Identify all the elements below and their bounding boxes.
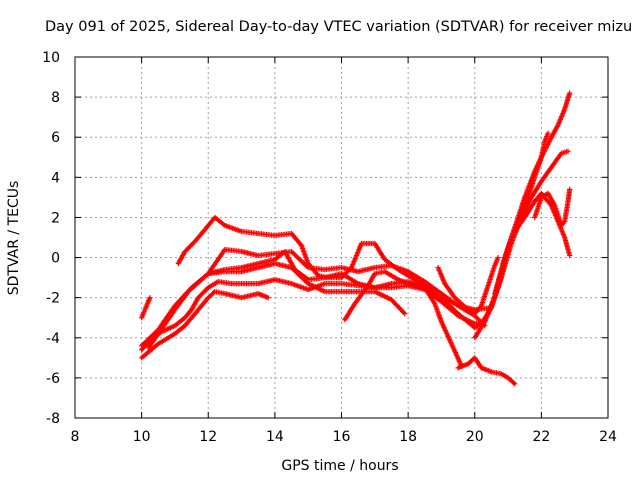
x-tick-label: 18 bbox=[399, 429, 417, 445]
y-tick-label: -6 bbox=[46, 371, 60, 387]
y-tick-label: 4 bbox=[51, 170, 60, 186]
x-tick-label: 10 bbox=[133, 429, 151, 445]
series-track-i bbox=[435, 254, 501, 317]
y-tick-label: -4 bbox=[46, 331, 60, 347]
y-tick-label: 6 bbox=[51, 130, 60, 146]
data-point bbox=[402, 311, 408, 317]
series-track-e bbox=[145, 260, 408, 351]
y-tick-label: 2 bbox=[51, 210, 60, 226]
y-tick-label: -8 bbox=[46, 411, 60, 427]
x-tick-label: 22 bbox=[532, 429, 550, 445]
y-axis-label: SDTVAR / TECUs bbox=[6, 181, 22, 296]
x-tick-label: 16 bbox=[333, 429, 351, 445]
data-point bbox=[495, 254, 501, 261]
series-track-a bbox=[139, 295, 153, 321]
y-tick-label: 10 bbox=[42, 50, 60, 66]
data-point bbox=[211, 290, 217, 296]
data-points bbox=[139, 90, 573, 387]
data-point bbox=[147, 295, 153, 301]
y-tick-label: 8 bbox=[51, 90, 60, 106]
series-track-c bbox=[139, 289, 271, 361]
x-tick-label: 8 bbox=[71, 429, 80, 445]
chart-title: Day 091 of 2025, Sidereal Day-to-day VTE… bbox=[45, 19, 632, 35]
series-track-h bbox=[342, 268, 488, 331]
y-tick-label: -2 bbox=[46, 291, 60, 307]
data-point bbox=[565, 148, 571, 154]
data-point bbox=[545, 130, 551, 136]
grid-lines bbox=[75, 57, 608, 418]
data-point bbox=[567, 252, 573, 259]
data-point bbox=[567, 186, 573, 192]
x-tick-label: 14 bbox=[266, 429, 284, 445]
data-point bbox=[567, 90, 573, 96]
x-tick-label: 12 bbox=[199, 429, 217, 445]
y-tick-label: 0 bbox=[51, 251, 60, 267]
x-tick-label: 20 bbox=[466, 429, 484, 445]
data-point bbox=[511, 380, 517, 386]
series-track-j bbox=[455, 355, 518, 387]
data-point bbox=[265, 295, 271, 301]
x-axis-label: GPS time / hours bbox=[281, 458, 398, 474]
data-point bbox=[512, 381, 518, 387]
x-tick-label: 24 bbox=[599, 429, 617, 445]
series-track-n bbox=[492, 190, 573, 297]
series-track-o bbox=[532, 186, 573, 229]
